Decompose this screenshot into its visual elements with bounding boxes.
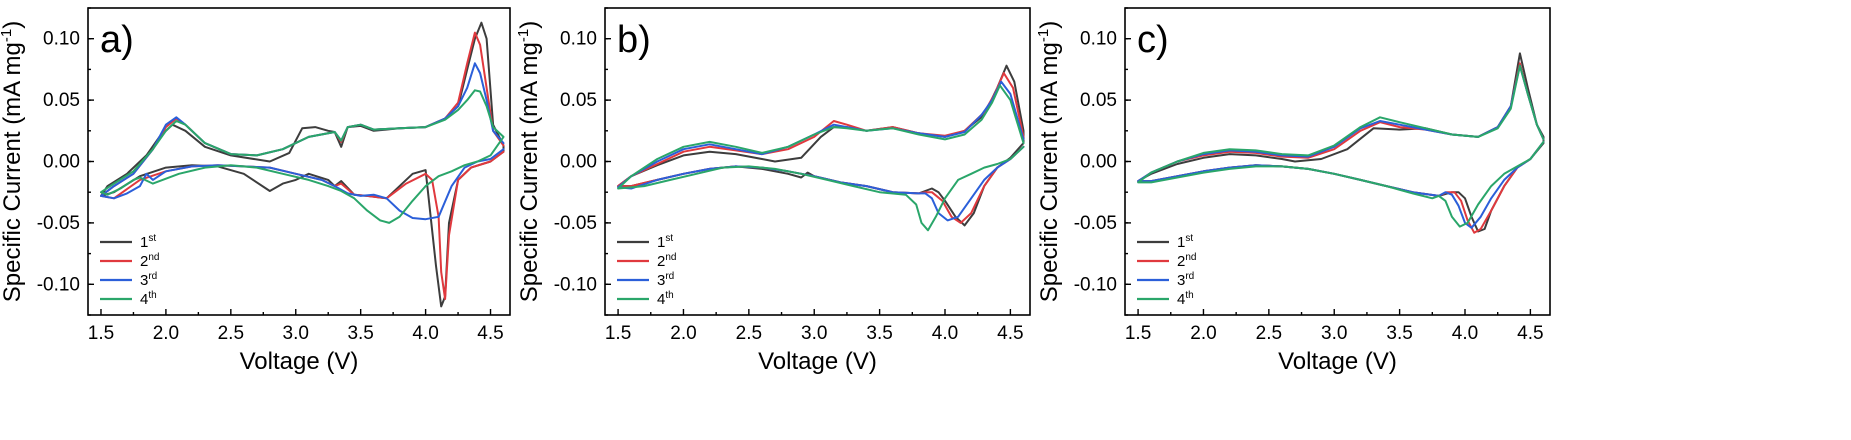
x-tick-label: 3.5 [866,323,892,344]
x-tick-label: 2.5 [736,323,762,344]
series-line-4th [1137,64,1545,228]
x-tick-label: 3.0 [801,323,827,344]
series-line-1st [100,21,505,308]
y-tick-label: -0.05 [37,213,80,234]
y-tick-label: 0.00 [1080,152,1117,173]
x-tick-label: 3.0 [283,323,309,344]
legend-label: 2nd [140,252,159,270]
x-tick-label: 2.5 [1256,323,1282,344]
series-line-1st [617,64,1025,227]
series-line-3rd [100,62,505,221]
x-tick-label: 4.5 [997,323,1023,344]
panel-label: b) [617,19,651,61]
x-tick-label: 2.0 [153,323,179,344]
y-tick-label: 0.00 [560,152,597,173]
legend-label: 1st [657,233,673,251]
y-tick-label: 0.10 [1080,29,1117,50]
legend-label: 3rd [140,271,157,289]
legend-label: 1st [140,233,156,251]
panel-label: a) [100,19,134,61]
series-group [100,21,505,308]
y-tick-label: -0.10 [1074,274,1117,295]
legend-label: 4th [657,290,674,308]
legend-label: 4th [1177,290,1194,308]
x-tick-label: 3.0 [1321,323,1347,344]
y-axis-title: Specific Current (mA mg-1) [0,21,26,302]
x-tick-label: 4.5 [1517,323,1543,344]
y-tick-label: 0.10 [43,29,80,50]
x-tick-label: 2.0 [1190,323,1216,344]
y-tick-label: 0.05 [43,90,80,111]
x-tick-label: 3.5 [347,323,373,344]
x-tick-label: 1.5 [605,323,631,344]
x-tick-label: 4.5 [477,323,503,344]
series-line-2nd [1137,62,1545,234]
x-tick-label: 1.5 [88,323,114,344]
x-tick-label: 4.0 [412,323,438,344]
x-axis-title: Voltage (V) [1278,348,1397,375]
y-tick-label: -0.10 [554,274,597,295]
y-tick-label: 0.05 [560,90,597,111]
series-line-3rd [617,80,1025,222]
y-tick-label: -0.10 [37,274,80,295]
x-tick-label: 2.0 [670,323,696,344]
y-tick-label: -0.05 [1074,213,1117,234]
y-tick-label: 0.05 [1080,90,1117,111]
x-tick-label: 3.5 [1386,323,1412,344]
chart-panel-3: 1.5 2.0 2.5 3.0 3.5 4.0 4.5 -0.10 -0.05 0.00 0.05 0… [1035,7,1551,375]
y-tick-label: -0.05 [554,213,597,234]
legend-label: 3rd [657,271,674,289]
x-axis-title: Voltage (V) [758,348,877,375]
legend-label: 4th [140,290,157,308]
panel-label: c) [1137,19,1169,61]
series-line-2nd [100,31,505,300]
series-line-4th [617,84,1025,232]
x-tick-label: 4.0 [1452,323,1478,344]
chart-panel-1: 1.5 2.0 2.5 3.0 3.5 4.0 4.5 -0.10 -0.05 0.00 0.05 0… [0,7,511,375]
series-group [617,64,1025,232]
legend-label: 2nd [1177,252,1196,270]
y-axis-title: Specific Current (mA mg-1) [515,21,543,302]
series-line-4th [100,89,505,224]
x-axis-title: Voltage (V) [240,348,359,375]
x-tick-label: 2.5 [218,323,244,344]
series-group [1137,52,1545,234]
y-tick-label: 0.10 [560,29,597,50]
chart-panel-2: 1.5 2.0 2.5 3.0 3.5 4.0 4.5 -0.10 -0.05 0.00 0.05 0… [515,7,1031,375]
x-tick-label: 1.5 [1125,323,1151,344]
legend-label: 1st [1177,233,1193,251]
y-axis-title: Specific Current (mA mg-1) [1035,21,1063,302]
y-tick-label: 0.00 [43,152,80,173]
series-line-3rd [1137,64,1545,229]
legend-label: 3rd [1177,271,1194,289]
x-tick-label: 4.0 [932,323,958,344]
legend-label: 2nd [657,252,676,270]
